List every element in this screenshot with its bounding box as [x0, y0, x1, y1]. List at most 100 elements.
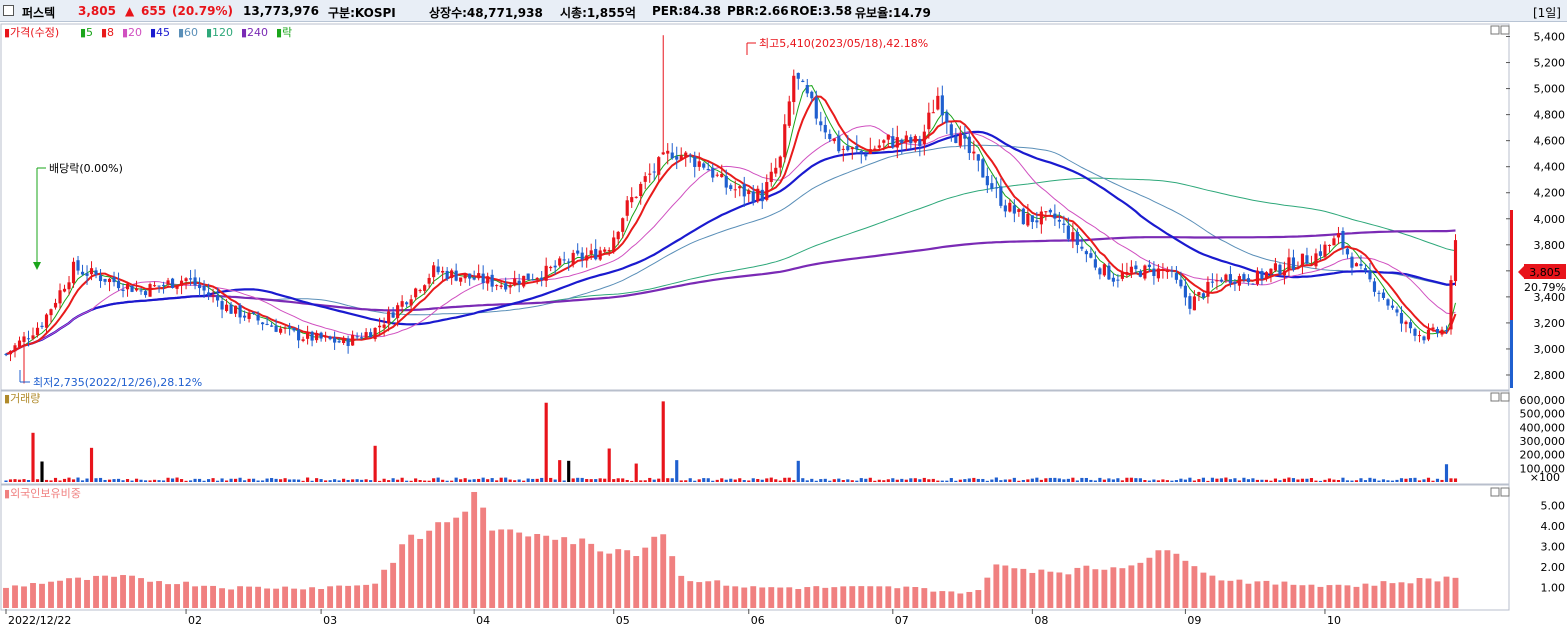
volume-bar — [1125, 477, 1129, 482]
candle-body — [904, 135, 908, 142]
volume-bar — [891, 478, 895, 482]
volume-bar — [1395, 479, 1399, 482]
volume-bar — [1080, 477, 1084, 482]
volume-bar — [1021, 479, 1025, 482]
candle-body — [873, 148, 877, 150]
foreign-bar — [1407, 583, 1414, 608]
foreign-bar — [930, 591, 937, 608]
minimize-icon[interactable] — [1490, 487, 1500, 497]
select-checkbox[interactable] — [3, 5, 14, 16]
volume-tick-label: 600,000 — [1520, 394, 1566, 407]
candle-body — [1170, 270, 1174, 272]
foreign-bar — [570, 544, 577, 608]
price-panel-controls[interactable] — [1490, 25, 1510, 35]
candle-body — [513, 278, 517, 286]
foreign-bar — [318, 589, 325, 608]
volume-bar — [486, 479, 490, 482]
volume-bar — [1435, 478, 1440, 482]
candle-body — [179, 280, 184, 286]
foreign-bar — [435, 522, 442, 608]
foreign-panel-controls[interactable] — [1490, 487, 1510, 497]
volume-bar — [441, 479, 445, 482]
volume-bar — [513, 480, 517, 482]
candle-body — [738, 186, 742, 189]
candle-body — [355, 336, 359, 338]
volume-bar — [612, 479, 616, 482]
candle-body — [1350, 256, 1354, 268]
volume-bar — [1323, 479, 1327, 482]
candle-body — [657, 157, 661, 175]
volume-bar — [801, 478, 805, 482]
volume-bar — [1048, 477, 1052, 482]
volume-bar — [1066, 478, 1070, 482]
foreign-bar — [1209, 575, 1216, 608]
foreign-bar — [111, 576, 117, 608]
volume-bar — [1003, 479, 1007, 482]
volume-tick-label: 100,000 — [1520, 462, 1566, 475]
minimize-icon[interactable] — [1490, 25, 1500, 35]
candle-body — [1449, 280, 1453, 330]
candle-body — [576, 250, 580, 254]
volume-bar — [954, 480, 958, 482]
candle-body — [585, 255, 589, 261]
volume-bar — [134, 478, 139, 482]
volume-panel-frame — [0, 390, 1510, 485]
candle-body — [1413, 328, 1417, 336]
foreign-bar — [1092, 569, 1099, 608]
foreign-bar — [768, 587, 775, 608]
foreign-bar — [1263, 580, 1270, 608]
svg-text:3,805: 3,805 — [1529, 266, 1561, 279]
candle-body — [688, 155, 692, 157]
volume-bar — [1246, 479, 1251, 482]
volume-bar — [1305, 478, 1309, 482]
period-selector[interactable]: [1일] — [1532, 6, 1561, 20]
candle-body — [580, 252, 584, 260]
candle-body — [378, 325, 382, 328]
foreign-bar — [867, 586, 874, 608]
volume-bar — [346, 479, 350, 482]
volume-bar — [688, 478, 692, 482]
foreign-bar — [813, 586, 820, 608]
candle-body — [1327, 244, 1332, 246]
candle-body — [1354, 263, 1359, 267]
candle-body — [702, 163, 706, 168]
candle-body — [49, 309, 53, 316]
candle-body — [652, 171, 656, 173]
close-icon[interactable] — [1500, 392, 1510, 402]
foreign-bar — [939, 591, 946, 608]
volume-bar — [436, 477, 440, 482]
volume-bar — [504, 477, 508, 482]
foreign-bar — [1038, 569, 1045, 608]
close-icon[interactable] — [1500, 25, 1510, 35]
candle-body — [796, 72, 800, 79]
volume-panel-controls[interactable] — [1490, 392, 1510, 402]
y-tick-label: 4,400 — [1534, 161, 1566, 174]
legend-item: ▮가격(수정) — [4, 26, 59, 39]
foreign-bar — [534, 533, 541, 608]
volume-bar — [666, 478, 670, 482]
y-tick-label: 3,200 — [1534, 317, 1566, 330]
foreign-bar — [102, 575, 108, 608]
candle-body — [1210, 281, 1214, 283]
volume-bar — [675, 460, 679, 482]
volume-bar — [729, 478, 733, 482]
volume-bar — [963, 479, 967, 482]
foreign-bar — [66, 578, 72, 608]
close-icon[interactable] — [1500, 487, 1510, 497]
candle-body — [634, 196, 638, 198]
volume-bar — [634, 463, 638, 482]
volume-bar — [1089, 479, 1093, 482]
candle-body — [1089, 253, 1093, 258]
volume-bar — [967, 478, 971, 482]
candle-body — [1251, 283, 1255, 285]
volume-bar — [432, 478, 436, 482]
candle-body — [1269, 268, 1273, 275]
volume-bar — [89, 447, 94, 482]
volume-bar — [1350, 480, 1354, 482]
foreign-bar — [786, 587, 793, 608]
minimize-icon[interactable] — [1490, 392, 1500, 402]
candle-body — [1359, 263, 1363, 266]
candle-body — [720, 173, 724, 178]
volume-bar — [819, 479, 823, 482]
